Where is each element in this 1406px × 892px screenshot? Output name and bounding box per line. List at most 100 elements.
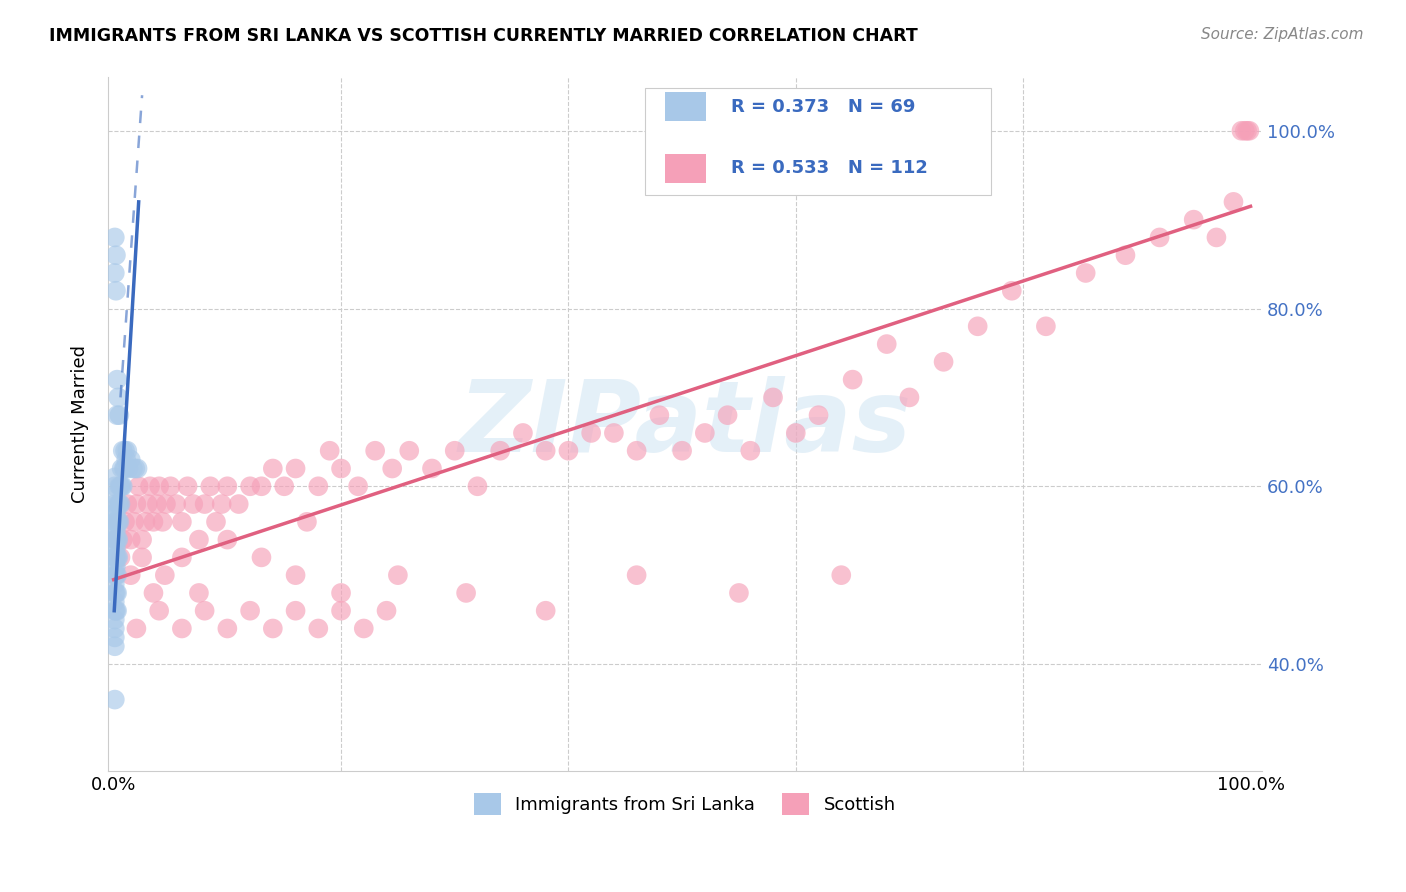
- Point: [139, 479, 162, 493]
- Point: [136, 497, 159, 511]
- Point: [1001, 284, 1024, 298]
- Point: [107, 515, 129, 529]
- Point: [250, 479, 273, 493]
- Point: [830, 568, 852, 582]
- Point: [104, 497, 127, 511]
- Point: [170, 515, 193, 529]
- Point: [122, 515, 145, 529]
- Point: [375, 604, 398, 618]
- Point: [176, 479, 198, 493]
- Point: [512, 425, 534, 440]
- Point: [114, 515, 136, 529]
- Point: [693, 425, 716, 440]
- Point: [626, 443, 648, 458]
- Point: [148, 604, 170, 618]
- Point: [104, 604, 127, 618]
- Text: Source: ZipAtlas.com: Source: ZipAtlas.com: [1201, 27, 1364, 42]
- Point: [128, 479, 150, 493]
- Point: [104, 515, 127, 529]
- Point: [104, 541, 127, 556]
- Point: [194, 604, 217, 618]
- Point: [104, 613, 127, 627]
- Point: [104, 284, 127, 298]
- Point: [105, 515, 128, 529]
- Point: [105, 373, 128, 387]
- Point: [104, 586, 127, 600]
- Point: [104, 692, 127, 706]
- Point: [104, 586, 127, 600]
- Point: [347, 479, 370, 493]
- Point: [131, 550, 153, 565]
- Point: [114, 461, 136, 475]
- Point: [142, 586, 165, 600]
- Point: [107, 515, 129, 529]
- Point: [579, 425, 602, 440]
- Point: [117, 461, 139, 475]
- Point: [104, 622, 127, 636]
- Point: [104, 631, 127, 645]
- Point: [626, 568, 648, 582]
- Point: [112, 461, 135, 475]
- Text: R = 0.533   N = 112: R = 0.533 N = 112: [731, 160, 928, 178]
- Point: [104, 604, 127, 618]
- FancyBboxPatch shape: [665, 92, 706, 121]
- Point: [467, 479, 489, 493]
- Legend: Immigrants from Sri Lanka, Scottish: Immigrants from Sri Lanka, Scottish: [465, 784, 905, 824]
- Point: [420, 461, 443, 475]
- Point: [111, 533, 134, 547]
- Point: [387, 568, 409, 582]
- Point: [648, 408, 671, 422]
- Point: [728, 586, 751, 600]
- Point: [104, 506, 127, 520]
- Point: [153, 568, 176, 582]
- Point: [120, 533, 142, 547]
- Point: [105, 550, 128, 565]
- Point: [250, 550, 273, 565]
- Point: [104, 479, 127, 493]
- Point: [307, 479, 329, 493]
- Point: [353, 622, 375, 636]
- Point: [1236, 124, 1258, 138]
- Point: [273, 479, 295, 493]
- Point: [127, 461, 149, 475]
- Point: [807, 408, 830, 422]
- Point: [131, 533, 153, 547]
- Point: [105, 568, 128, 582]
- Point: [1230, 124, 1253, 138]
- Point: [104, 568, 127, 582]
- Point: [228, 497, 250, 511]
- Point: [1182, 212, 1205, 227]
- Point: [284, 568, 307, 582]
- Point: [134, 515, 156, 529]
- Point: [181, 497, 204, 511]
- Point: [165, 497, 187, 511]
- Point: [104, 559, 127, 574]
- Point: [124, 461, 146, 475]
- Point: [104, 640, 127, 654]
- Point: [1114, 248, 1136, 262]
- Point: [194, 497, 217, 511]
- Point: [187, 533, 209, 547]
- Point: [104, 470, 127, 484]
- Point: [284, 604, 307, 618]
- Text: R = 0.373   N = 69: R = 0.373 N = 69: [731, 97, 915, 116]
- Point: [785, 425, 807, 440]
- Point: [104, 248, 127, 262]
- Point: [107, 497, 129, 511]
- Point: [115, 452, 138, 467]
- Point: [1074, 266, 1097, 280]
- Point: [105, 533, 128, 547]
- Point: [671, 443, 693, 458]
- Point: [159, 479, 181, 493]
- Point: [557, 443, 579, 458]
- Point: [114, 443, 136, 458]
- Point: [966, 319, 988, 334]
- Point: [381, 461, 404, 475]
- Point: [104, 559, 127, 574]
- Point: [603, 425, 626, 440]
- Point: [104, 488, 127, 502]
- Point: [489, 443, 512, 458]
- Point: [534, 443, 557, 458]
- Point: [108, 497, 131, 511]
- Point: [262, 622, 284, 636]
